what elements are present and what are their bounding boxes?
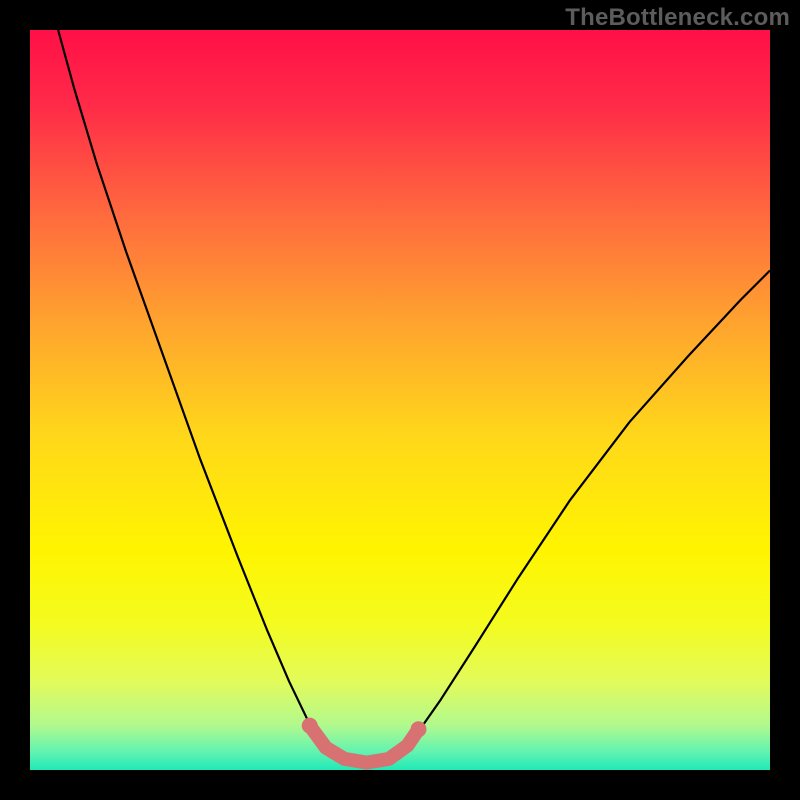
watermark-text: TheBottleneck.com bbox=[565, 4, 790, 32]
chart-frame: TheBottleneck.com bbox=[0, 0, 800, 800]
highlight-endpoint-marker bbox=[411, 721, 427, 737]
highlight-endpoint-marker bbox=[302, 718, 318, 734]
gradient-background bbox=[30, 30, 770, 770]
bottleneck-chart bbox=[0, 0, 800, 800]
